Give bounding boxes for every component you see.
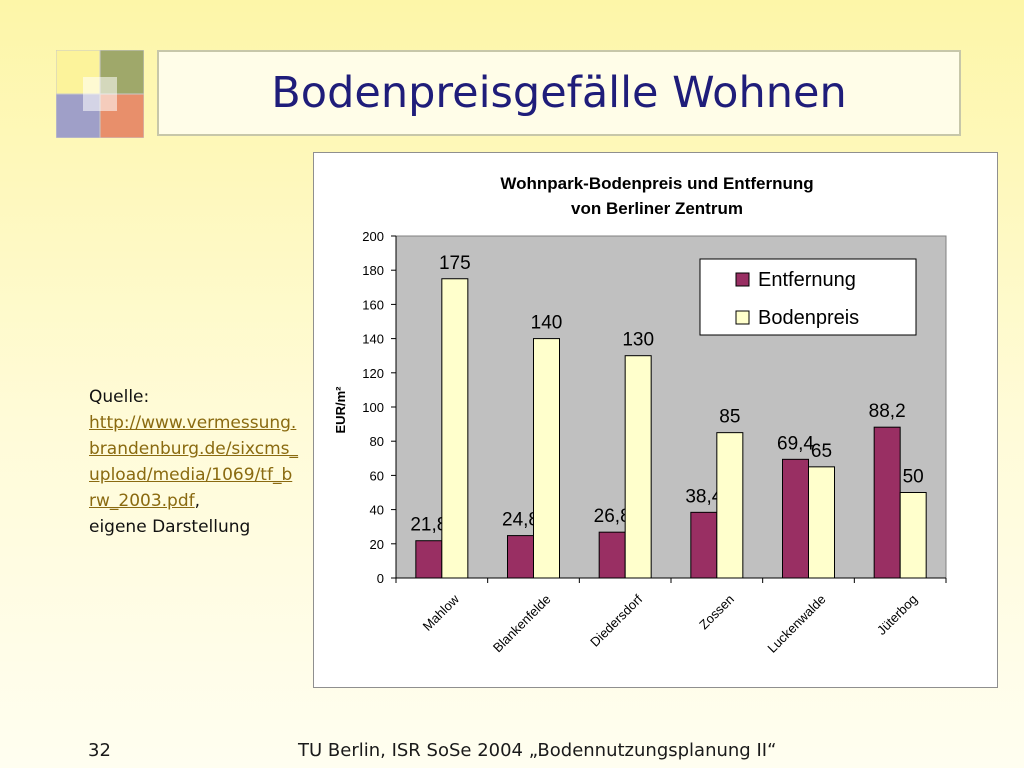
bar-entfernung xyxy=(782,458,809,579)
slide-title: Bodenpreisgefälle Wohnen xyxy=(271,68,847,118)
bar-bodenpreis xyxy=(716,432,744,579)
footer-text: TU Berlin, ISR SoSe 2004 „Bodennutzungsp… xyxy=(298,740,777,761)
x-category-label: Zossen xyxy=(696,592,737,633)
y-tick-label: 100 xyxy=(362,400,384,415)
data-label-bodenpreis: 65 xyxy=(811,441,832,462)
source-separator: , xyxy=(194,491,201,511)
x-category-label: Blankenfelde xyxy=(490,592,554,656)
x-category-label: Diedersdorf xyxy=(587,591,645,649)
chart-title-line1: Wohnpark-Bodenpreis und Entfernung xyxy=(500,174,813,193)
source-link[interactable]: http://www.vermessung.brandenburg.de/six… xyxy=(89,413,299,511)
data-label-entfernung: 24,8 xyxy=(502,510,539,531)
legend-label: Bodenpreis xyxy=(758,307,859,329)
data-label-entfernung: 69,4 xyxy=(777,433,814,454)
data-label-entfernung: 26,8 xyxy=(594,506,631,527)
y-tick-label: 20 xyxy=(370,537,384,552)
y-tick-label: 180 xyxy=(362,263,384,278)
y-tick-label: 120 xyxy=(362,366,384,381)
y-tick-label: 160 xyxy=(362,297,384,312)
source-link-line: http://www.vermessung.brandenburg.de/six… xyxy=(89,410,299,514)
legend-swatch xyxy=(735,272,750,287)
data-label-bodenpreis: 50 xyxy=(903,467,924,488)
data-label-bodenpreis: 140 xyxy=(531,313,563,334)
bar-entfernung xyxy=(873,426,901,579)
y-tick-label: 80 xyxy=(370,434,384,449)
title-box: Bodenpreisgefälle Wohnen xyxy=(157,50,961,136)
chart-container: Wohnpark-Bodenpreis und Entfernung von Be… xyxy=(313,152,998,688)
y-axis-title: EUR/m² xyxy=(333,386,348,434)
y-tick-label: 200 xyxy=(362,229,384,244)
x-category-label: Mahlow xyxy=(420,591,463,634)
bar-bodenpreis xyxy=(624,355,652,579)
source-note: eigene Darstellung xyxy=(89,517,251,537)
bar-entfernung xyxy=(598,531,626,579)
data-label-entfernung: 88,2 xyxy=(869,401,906,422)
legend-label: Entfernung xyxy=(758,269,856,291)
y-tick-label: 0 xyxy=(377,571,384,586)
data-label-bodenpreis: 175 xyxy=(439,253,471,274)
source-block: Quelle: http://www.vermessung.brandenbur… xyxy=(89,384,299,540)
data-label-bodenpreis: 85 xyxy=(719,407,740,428)
bar-bodenpreis xyxy=(441,278,469,579)
data-label-bodenpreis: 130 xyxy=(622,330,654,351)
bar-chart: Wohnpark-Bodenpreis und Entfernung von Be… xyxy=(333,174,947,656)
y-tick-label: 140 xyxy=(362,332,384,347)
bar-entfernung xyxy=(690,511,718,579)
x-category-label: Luckenwalde xyxy=(764,592,828,656)
legend-swatch xyxy=(735,310,750,325)
bar-bodenpreis xyxy=(899,492,927,579)
bar-entfernung xyxy=(507,535,534,579)
bar-entfernung xyxy=(415,540,443,579)
x-category-label: Jüterbog xyxy=(874,592,920,638)
slide-logo xyxy=(56,50,144,138)
bar-bodenpreis xyxy=(533,338,560,579)
y-tick-label: 60 xyxy=(370,468,384,483)
source-label: Quelle: xyxy=(89,387,150,407)
data-label-entfernung: 38,4 xyxy=(685,486,722,507)
y-tick-label: 40 xyxy=(370,503,384,518)
page-number: 32 xyxy=(88,740,111,761)
data-label-entfernung: 21,8 xyxy=(410,515,447,536)
chart-title-line2: von Berliner Zentrum xyxy=(571,199,743,218)
bar-bodenpreis xyxy=(808,466,835,579)
